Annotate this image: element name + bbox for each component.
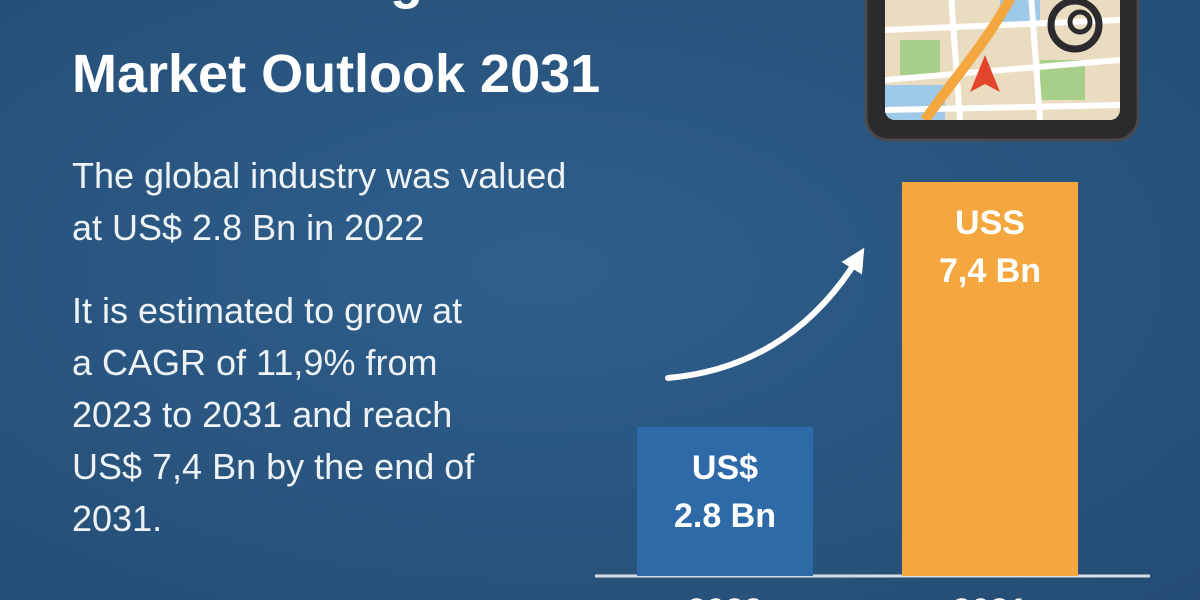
paragraph-line: US$ 7,4 Bn by the end of [72, 446, 475, 487]
value-label-line: USS [955, 204, 1025, 242]
paragraph-line: 2031. [72, 498, 162, 539]
paragraph-line: It is estimated to grow at [72, 290, 462, 331]
x-tick-label: 2022 [687, 592, 763, 600]
title-line: Market Outlook 2031 [72, 44, 600, 104]
value-label: USS 7,4 Bn [939, 204, 1041, 290]
growth-arrow [665, 247, 865, 381]
bar [902, 182, 1078, 576]
value-label-line: 2.8 Bn [674, 497, 776, 535]
value-label: US$ 2.8 Bn [674, 449, 776, 535]
value-label-line: 7,4 Bn [939, 252, 1041, 290]
paragraph-line: 2023 to 2031 and reach [72, 394, 452, 435]
title-line: GPS Tracking Device [72, 0, 612, 10]
value-label-line: US$ [692, 449, 758, 487]
paragraph-line: a CAGR of 11,9% from [72, 342, 437, 383]
x-tick-label: 2031 [952, 592, 1028, 600]
gps-device [864, 0, 1140, 142]
paragraph-line: The global industry was valued [72, 155, 566, 196]
paragraph-line: at US$ 2.8 Bn in 2022 [72, 207, 424, 248]
bar [637, 426, 813, 576]
